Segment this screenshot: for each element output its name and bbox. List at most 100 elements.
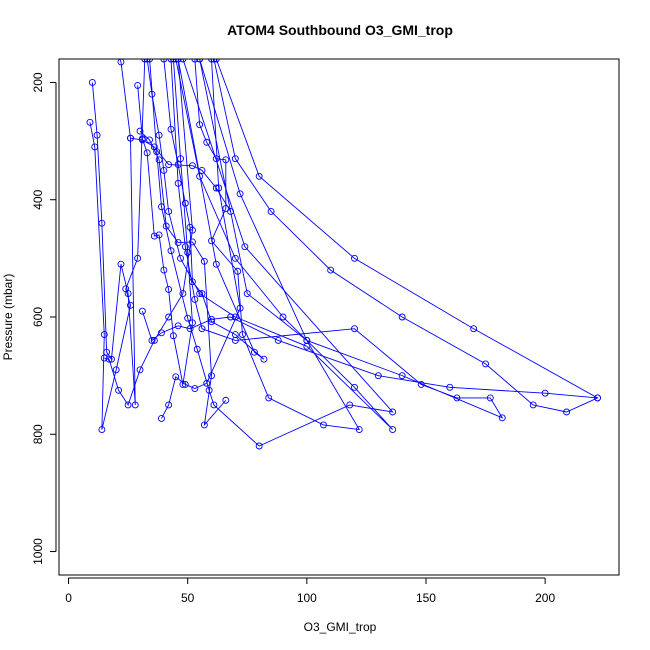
data-point <box>131 401 139 409</box>
data-point <box>398 313 406 321</box>
data-point <box>158 203 165 211</box>
data-point <box>239 331 246 339</box>
data-point <box>231 155 239 163</box>
y-tick-label: 800 <box>31 424 45 444</box>
data-point <box>136 366 144 374</box>
data-point <box>198 166 206 174</box>
data-point <box>255 442 263 450</box>
data-point <box>91 143 99 151</box>
data-point <box>191 59 199 63</box>
data-point <box>143 149 151 157</box>
data-point <box>222 396 230 404</box>
data-point <box>196 121 204 129</box>
data-point <box>181 243 189 251</box>
data-point <box>150 143 158 151</box>
data-point <box>115 386 123 394</box>
data-point <box>165 313 173 321</box>
data-point <box>200 257 208 265</box>
plot-series <box>86 59 601 450</box>
data-point <box>169 332 177 340</box>
data-point <box>160 166 168 174</box>
data-point <box>158 329 165 337</box>
data-point <box>160 266 168 274</box>
data-point <box>250 348 258 356</box>
x-tick-label: 50 <box>181 591 195 605</box>
data-point <box>446 383 454 391</box>
data-point <box>146 136 154 144</box>
data-point <box>486 394 494 402</box>
data-point <box>210 401 218 409</box>
data-point <box>191 385 199 392</box>
data-point <box>148 337 156 344</box>
series-line-9 <box>170 59 504 419</box>
data-point <box>482 360 489 368</box>
x-axis-label: O3_GMI_trop <box>304 620 377 634</box>
data-point <box>398 372 406 380</box>
data-point <box>351 383 358 391</box>
series-line-6 <box>163 59 265 360</box>
data-point <box>167 59 175 63</box>
data-point <box>265 394 273 402</box>
data-point <box>174 239 182 246</box>
data-point <box>188 226 196 234</box>
series-line-11 <box>146 59 393 430</box>
data-point <box>196 290 204 297</box>
data-point <box>165 285 173 293</box>
data-point <box>177 254 184 262</box>
data-point <box>181 199 189 207</box>
data-point <box>196 172 204 180</box>
data-point <box>134 254 142 262</box>
data-point <box>105 355 113 363</box>
data-point <box>453 394 461 402</box>
data-point <box>389 408 397 416</box>
data-point <box>165 161 173 169</box>
data-point <box>124 401 132 409</box>
series-line-1 <box>91 59 136 405</box>
data-point <box>193 345 201 353</box>
data-point <box>186 325 194 333</box>
data-point <box>155 131 163 139</box>
x-tick-label: 200 <box>535 591 555 605</box>
series-line-13 <box>141 311 598 399</box>
data-point <box>212 260 220 268</box>
data-point <box>150 232 158 240</box>
data-point <box>303 342 311 350</box>
data-point <box>274 337 282 344</box>
data-point <box>165 401 173 409</box>
data-point <box>155 231 163 239</box>
data-point <box>179 290 187 297</box>
data-point <box>112 366 120 374</box>
data-point <box>198 325 206 333</box>
data-point <box>100 354 108 362</box>
data-point <box>234 267 242 275</box>
data-point <box>138 307 146 315</box>
data-point <box>127 134 134 142</box>
series-line-7 <box>194 59 361 431</box>
y-axis-label: Pressure (mbar) <box>1 274 15 361</box>
x-tick-label: 150 <box>416 591 436 605</box>
data-point <box>188 238 196 246</box>
chart-title: ATOM4 Southbound O3_GMI_trop <box>227 22 453 38</box>
data-point <box>93 131 101 139</box>
data-point <box>86 118 94 126</box>
data-point <box>227 207 235 215</box>
data-point <box>212 184 220 192</box>
y-tick-label: 400 <box>31 189 45 209</box>
data-point <box>208 237 215 245</box>
data-point <box>255 172 263 180</box>
data-point <box>498 414 506 422</box>
data-point <box>227 313 235 321</box>
data-point <box>222 156 230 164</box>
series-line-2 <box>89 59 146 430</box>
series-line-10 <box>213 59 599 413</box>
data-point <box>470 325 478 333</box>
series-line-3 <box>137 59 193 385</box>
data-point <box>165 207 173 215</box>
data-point <box>563 408 571 416</box>
data-point <box>196 59 204 63</box>
data-point <box>208 59 215 63</box>
y-axis: 200 400 600 800 1000 <box>31 72 57 565</box>
data-point <box>143 59 151 63</box>
data-point <box>541 389 549 397</box>
